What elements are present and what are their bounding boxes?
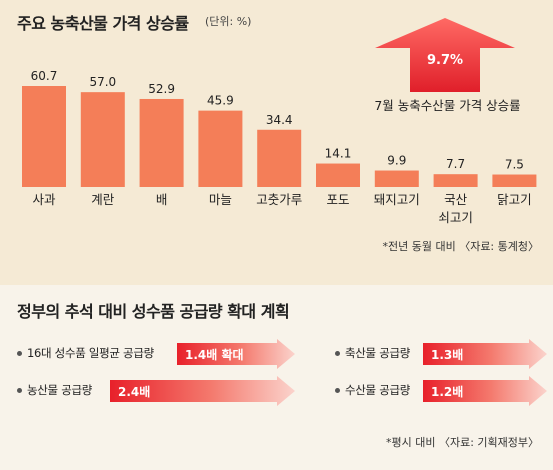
category-label: 국산: [444, 192, 468, 207]
plan-item-livestock: 축산물 공급량 1.3배: [335, 339, 547, 369]
plan-item-value: 2.4배: [118, 385, 151, 399]
chart-title: 주요 농축산물 가격 상승률: [17, 14, 189, 33]
plan-item-seasonal-goods: 16대 성수품 일평균 공급량 1.4배 확대: [17, 339, 297, 369]
bullet-dot: [335, 351, 340, 356]
bullet-dot: [335, 388, 340, 393]
bar-value-label: 7.7: [446, 157, 465, 171]
plan-item-label: 16대 성수품 일평균 공급량: [27, 346, 154, 360]
category-label: 배: [156, 192, 168, 207]
bar-5: [316, 163, 360, 187]
plan-item-label: 축산물 공급량: [345, 346, 411, 360]
highlight-value: 9.7%: [426, 53, 464, 68]
bar-value-label: 52.9: [148, 82, 175, 96]
bar-value-label: 9.9: [387, 154, 406, 168]
category-label: 포도: [326, 192, 349, 207]
category-label: 닭고기: [497, 192, 532, 207]
bar-6: [374, 170, 419, 187]
bar-3: [198, 110, 243, 187]
bar-value-label: 34.4: [266, 113, 293, 127]
category-label: 고춧가루: [256, 192, 302, 207]
category-label: 마늘: [209, 192, 232, 207]
highlight-caption: 7월 농축수산물 가격 상승률: [374, 98, 521, 113]
unit-label: (단위: %): [205, 15, 252, 28]
plan-source-note: *평시 대비 〈자료: 기획재정부〉: [385, 436, 539, 449]
bar-value-label: 45.9: [207, 94, 234, 108]
plan-panel-background: [0, 285, 553, 470]
bullet-dot: [17, 351, 22, 356]
bar-0: [22, 86, 66, 187]
right-arrow-icon: [110, 376, 295, 406]
bar-2: [139, 98, 184, 187]
category-label: 쇠고기: [438, 210, 473, 225]
bar-1: [80, 92, 125, 187]
bar-chart: 60.7 사과 57.0 계란 52.9 배 45.9 마늘 34.4 고춧가루 14.1 포도 9.9…: [22, 69, 537, 225]
right-arrow-icon: [423, 376, 547, 406]
bar-value-label: 7.5: [505, 158, 524, 172]
bar-value-label: 57.0: [89, 75, 116, 89]
bar-value-label: 14.1: [325, 147, 352, 161]
big-up-arrow-icon: [375, 18, 515, 92]
category-label: 사과: [32, 192, 56, 207]
category-label: 계란: [91, 192, 115, 207]
plan-item-value: 1.4배 확대: [185, 348, 244, 362]
plan-item-agricultural: 농산물 공급량 2.4배: [17, 376, 297, 406]
plan-item-value: 1.3배: [431, 348, 464, 362]
plan-item-label: 농산물 공급량: [27, 383, 93, 397]
right-arrow-icon: [423, 339, 547, 369]
category-label: 돼지고기: [374, 192, 420, 207]
plan-item-label: 수산물 공급량: [345, 383, 411, 397]
right-arrow-icon: [177, 339, 295, 369]
bar-7: [433, 174, 478, 187]
bullet-dot: [17, 388, 22, 393]
bar-8: [492, 174, 537, 187]
plan-title: 정부의 추석 대비 성수품 공급량 확대 계획: [17, 302, 290, 321]
bar-4: [257, 129, 302, 187]
plan-item-value: 1.2배: [431, 385, 464, 399]
plan-item-fishery: 수산물 공급량 1.2배: [335, 376, 547, 406]
bar-value-label: 60.7: [31, 69, 58, 83]
chart-source-note: *전년 동월 대비 〈자료: 통계청〉: [382, 240, 539, 253]
